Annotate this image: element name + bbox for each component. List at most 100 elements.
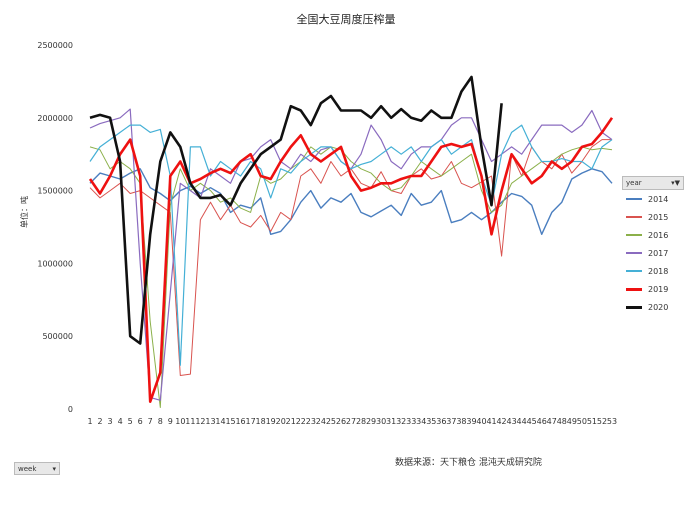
y-tick-label: 1000000 (37, 259, 73, 268)
x-tick-label: 29 (366, 417, 376, 426)
legend-label: 2018 (648, 266, 669, 276)
x-tick-label: 53 (607, 417, 617, 426)
legend-swatch (626, 216, 642, 218)
series-line-2020 (89, 75, 503, 345)
legend-swatch (626, 198, 642, 200)
x-tick-label: 38 (456, 417, 466, 426)
x-tick-label: 19 (266, 417, 276, 426)
x-tick-label: 47 (547, 417, 557, 426)
legend-items: 2014 2015 2016 2017 2018 2019 2020 (622, 190, 684, 316)
x-tick-label: 41 (486, 417, 496, 426)
legend-label: 2014 (648, 194, 669, 204)
x-tick-label: 13 (205, 417, 215, 426)
x-tick-label: 46 (537, 417, 547, 426)
x-tick-label: 42 (496, 417, 506, 426)
y-tick-label: 500000 (42, 332, 73, 341)
axis-filter-label: week (18, 464, 37, 473)
x-tick-label: 25 (326, 417, 336, 426)
series-line-2018 (89, 124, 613, 366)
legend-item-2014: 2014 (622, 190, 684, 208)
x-tick-label: 48 (557, 417, 567, 426)
x-tick-label: 45 (527, 417, 537, 426)
x-tick-label: 8 (158, 417, 163, 426)
x-tick-label: 4 (118, 417, 123, 426)
legend: year ▾▼ 2014 2015 2016 2017 2018 2019 2020 (622, 176, 684, 316)
x-tick-label: 24 (316, 417, 326, 426)
y-tick-label: 0 (68, 405, 73, 414)
legend-label: 2017 (648, 248, 669, 258)
x-tick-label: 16 (235, 417, 245, 426)
x-tick-label: 27 (346, 417, 356, 426)
x-tick-label: 20 (276, 417, 286, 426)
x-tick-label: 37 (446, 417, 456, 426)
x-tick-label: 28 (356, 417, 366, 426)
legend-item-2017: 2017 (622, 244, 684, 262)
y-tick-label: 2500000 (37, 41, 73, 50)
y-tick-label: 2000000 (37, 114, 73, 123)
source-note: 数据来源：天下粮仓 混沌天成研究院 (395, 456, 542, 468)
legend-swatch (626, 234, 642, 236)
x-tick-label: 10 (175, 417, 185, 426)
x-tick-label: 31 (386, 417, 396, 426)
x-tick-label: 18 (256, 417, 266, 426)
filter-icon: ▾▼ (671, 179, 680, 187)
chart-title: 全国大豆周度压榨量 (297, 12, 396, 26)
x-tick-label: 21 (286, 417, 296, 426)
x-tick-label: 6 (138, 417, 143, 426)
x-tick-label: 32 (396, 417, 406, 426)
legend-item-2018: 2018 (622, 262, 684, 280)
legend-label: 2015 (648, 212, 669, 222)
x-tick-label: 15 (225, 417, 235, 426)
x-tick-label: 52 (597, 417, 607, 426)
axis-filter-button[interactable]: week ▾ (14, 462, 60, 475)
x-tick-label: 12 (195, 417, 205, 426)
x-tick-label: 22 (296, 417, 306, 426)
legend-swatch (626, 270, 642, 272)
series-line-2014 (89, 168, 613, 236)
legend-item-2015: 2015 (622, 208, 684, 226)
x-tick-label: 5 (128, 417, 133, 426)
legend-label: 2019 (648, 284, 669, 294)
legend-item-2016: 2016 (622, 226, 684, 244)
legend-filter-label: year (626, 179, 642, 187)
x-tick-label: 23 (306, 417, 316, 426)
x-tick-label: 40 (476, 417, 486, 426)
x-tick-label: 43 (507, 417, 517, 426)
legend-filter-button[interactable]: year ▾▼ (622, 176, 684, 190)
legend-swatch (626, 305, 642, 309)
x-tick-label: 33 (406, 417, 416, 426)
chevron-down-icon: ▾ (52, 464, 56, 473)
x-tick-label: 50 (577, 417, 587, 426)
x-tick-label: 17 (246, 417, 256, 426)
x-tick-label: 36 (436, 417, 446, 426)
legend-swatch (626, 252, 642, 254)
x-tick-label: 3 (108, 417, 113, 426)
x-tick-label: 35 (426, 417, 436, 426)
x-tick-label: 2 (97, 417, 102, 426)
x-tick-label: 1 (87, 417, 92, 426)
y-axis-label: 单位：吨 (19, 196, 29, 228)
x-tick-label: 30 (376, 417, 386, 426)
x-tick-label: 14 (215, 417, 225, 426)
legend-item-2020: 2020 (622, 298, 684, 316)
series-line-2019 (88, 117, 614, 404)
y-axis: 0 500000 1000000 1500000 2000000 2500000 (37, 41, 73, 414)
legend-item-2019: 2019 (622, 280, 684, 298)
legend-label: 2016 (648, 230, 669, 240)
x-tick-label: 26 (336, 417, 346, 426)
y-tick-label: 1500000 (37, 187, 73, 196)
x-tick-label: 11 (185, 417, 195, 426)
x-tick-label: 7 (148, 417, 153, 426)
series-line-2016 (89, 146, 613, 408)
legend-swatch (626, 287, 642, 291)
series-lines (88, 75, 614, 408)
x-axis: 1 2 3 4 5 6 7 8 9 10 11 12 13 14 15 16 17 18 19 20 21 22 23 24 2… (87, 417, 617, 426)
x-tick-label: 44 (517, 417, 527, 426)
x-tick-label: 9 (168, 417, 173, 426)
x-tick-label: 51 (587, 417, 597, 426)
x-tick-label: 34 (416, 417, 426, 426)
x-tick-label: 39 (466, 417, 476, 426)
legend-label: 2020 (648, 302, 669, 312)
x-tick-label: 49 (567, 417, 577, 426)
